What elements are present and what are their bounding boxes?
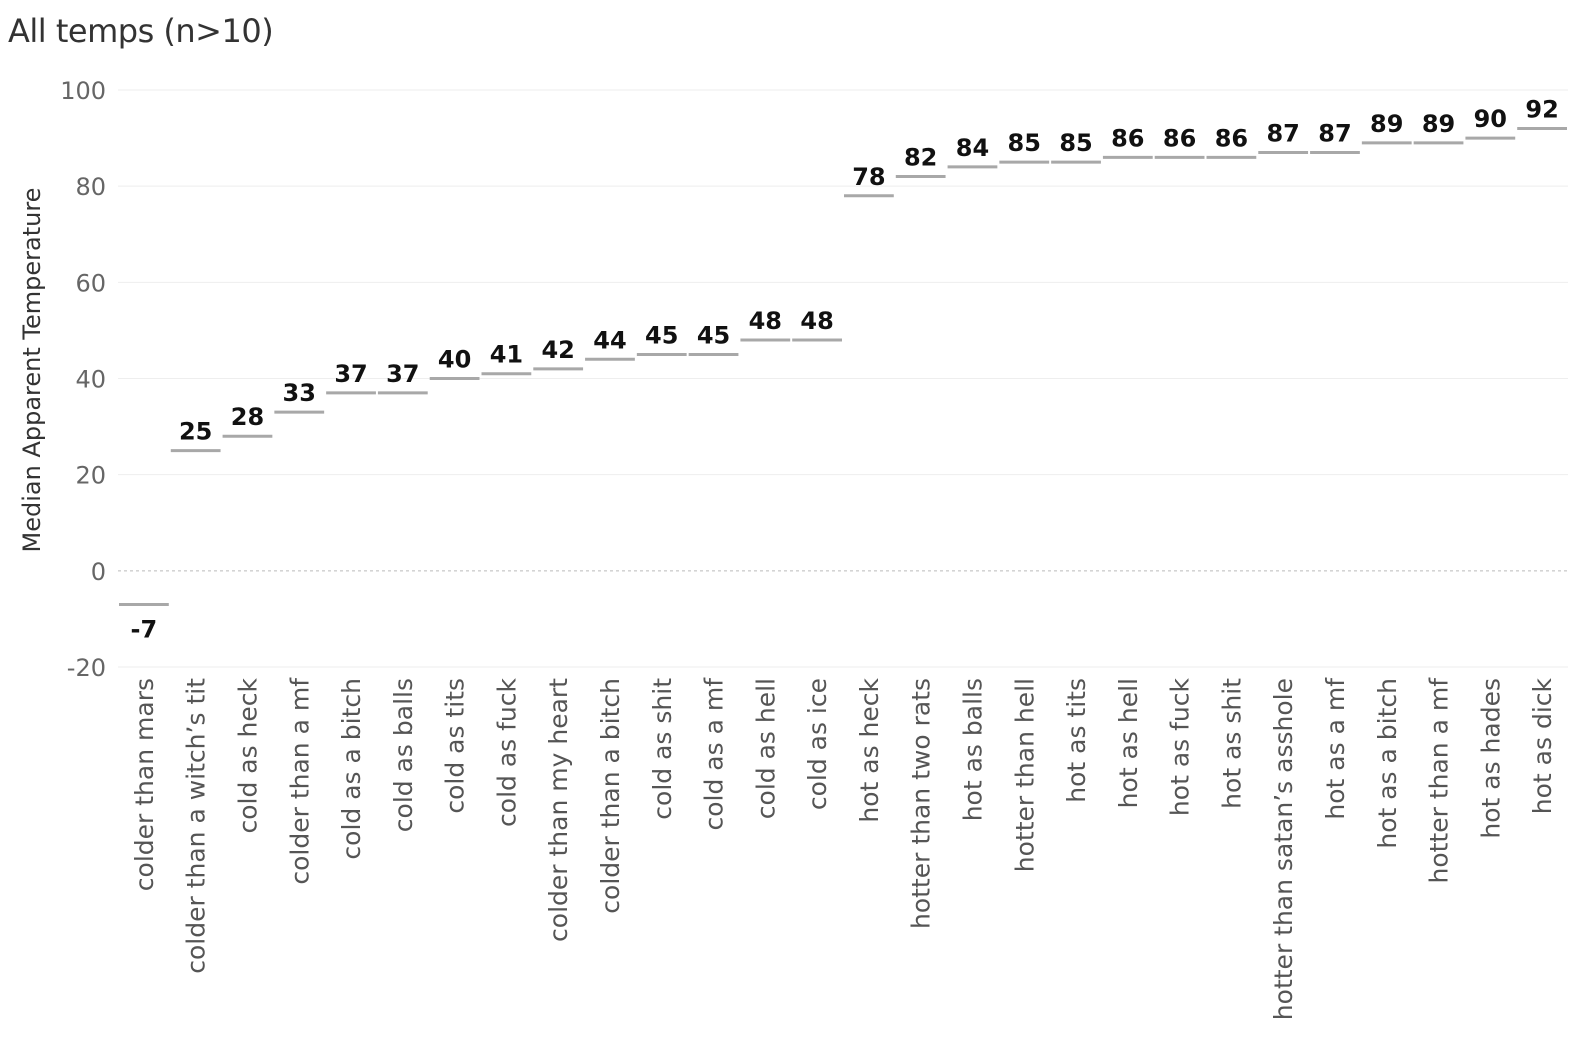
data-labels: -7 25 28 33 37 37 40 41 42 44 45 45 48 48 78 82 84 85 85 86… bbox=[131, 95, 1559, 643]
data-label-6: 40 bbox=[438, 346, 471, 374]
category-label-2: cold as heck bbox=[233, 677, 262, 833]
category-label-17: hotter than hell bbox=[1010, 678, 1039, 872]
y-tick-label-4: 60 bbox=[75, 269, 106, 297]
data-label-25: 89 bbox=[1422, 110, 1455, 138]
data-label-26: 90 bbox=[1474, 105, 1507, 133]
category-label-0: colder than mars bbox=[130, 678, 159, 891]
y-tick-label-1: 0 bbox=[91, 558, 106, 586]
data-label-22: 87 bbox=[1266, 120, 1299, 148]
chart-marks bbox=[119, 126, 1567, 606]
category-label-20: hot as fuck bbox=[1166, 677, 1195, 816]
data-label-18: 85 bbox=[1059, 129, 1092, 157]
category-label-27: hot as dick bbox=[1528, 677, 1557, 814]
category-label-7: cold as fuck bbox=[492, 677, 521, 826]
category-label-21: hot as shit bbox=[1217, 678, 1246, 809]
category-label-9: colder than a bitch bbox=[596, 678, 625, 914]
data-label-12: 48 bbox=[749, 307, 782, 335]
chart-title: All temps (n>10) bbox=[8, 12, 274, 50]
data-label-9: 44 bbox=[593, 326, 626, 354]
category-label-16: hot as balls bbox=[958, 678, 987, 821]
category-label-4: cold as a bitch bbox=[337, 678, 366, 860]
data-label-15: 82 bbox=[904, 144, 937, 172]
y-tick-label-0: -20 bbox=[67, 654, 106, 682]
category-label-15: hotter than two rats bbox=[907, 678, 936, 929]
data-label-4: 37 bbox=[334, 360, 367, 388]
data-label-11: 45 bbox=[697, 321, 730, 349]
data-label-3: 33 bbox=[283, 379, 316, 407]
data-label-2: 28 bbox=[231, 403, 264, 431]
y-axis-label: Median Apparent Temperature bbox=[18, 188, 46, 553]
category-label-23: hot as a mf bbox=[1321, 677, 1350, 820]
data-label-1: 25 bbox=[179, 418, 212, 446]
data-label-13: 48 bbox=[800, 307, 833, 335]
category-label-22: hotter than satan’s asshole bbox=[1269, 678, 1298, 1020]
data-label-27: 92 bbox=[1525, 95, 1558, 123]
y-tick-label-6: 100 bbox=[60, 77, 106, 105]
category-label-13: cold as ice bbox=[803, 678, 832, 810]
data-label-23: 87 bbox=[1318, 120, 1351, 148]
data-label-8: 42 bbox=[541, 336, 574, 364]
category-label-18: hot as tits bbox=[1062, 678, 1091, 803]
category-label-10: cold as shit bbox=[648, 678, 677, 820]
y-tick-label-2: 20 bbox=[75, 462, 106, 490]
category-label-25: hotter than a mf bbox=[1425, 677, 1454, 884]
category-label-19: hot as hell bbox=[1114, 678, 1143, 808]
data-label-19: 86 bbox=[1111, 124, 1144, 152]
category-label-14: hot as heck bbox=[855, 677, 884, 822]
category-label-24: hot as a bitch bbox=[1373, 678, 1402, 849]
data-label-0: -7 bbox=[131, 615, 158, 643]
y-tick-label-3: 40 bbox=[75, 366, 106, 394]
category-label-1: colder than a witch’s tit bbox=[182, 678, 211, 974]
data-label-21: 86 bbox=[1215, 124, 1248, 152]
data-label-10: 45 bbox=[645, 321, 678, 349]
category-label-6: cold as tits bbox=[441, 678, 470, 814]
category-label-11: cold as a mf bbox=[700, 677, 729, 831]
data-label-24: 89 bbox=[1370, 110, 1403, 138]
y-axis-ticks: -20 0 20 40 60 80 100 bbox=[60, 77, 106, 682]
data-label-20: 86 bbox=[1163, 124, 1196, 152]
data-label-5: 37 bbox=[386, 360, 419, 388]
grid-lines bbox=[118, 89, 1568, 668]
category-label-3: colder than a mf bbox=[285, 677, 314, 885]
data-label-14: 78 bbox=[852, 163, 885, 191]
y-tick-label-5: 80 bbox=[75, 173, 106, 201]
category-label-12: cold as hell bbox=[751, 678, 780, 819]
data-label-17: 85 bbox=[1008, 129, 1041, 157]
category-label-5: cold as balls bbox=[389, 678, 418, 832]
category-label-8: colder than my heart bbox=[544, 678, 573, 942]
data-label-7: 41 bbox=[490, 341, 523, 369]
x-axis-categories: colder than mars colder than a witch’s ti… bbox=[130, 677, 1557, 1020]
data-label-16: 84 bbox=[956, 134, 989, 162]
category-label-26: hot as hades bbox=[1476, 678, 1505, 839]
